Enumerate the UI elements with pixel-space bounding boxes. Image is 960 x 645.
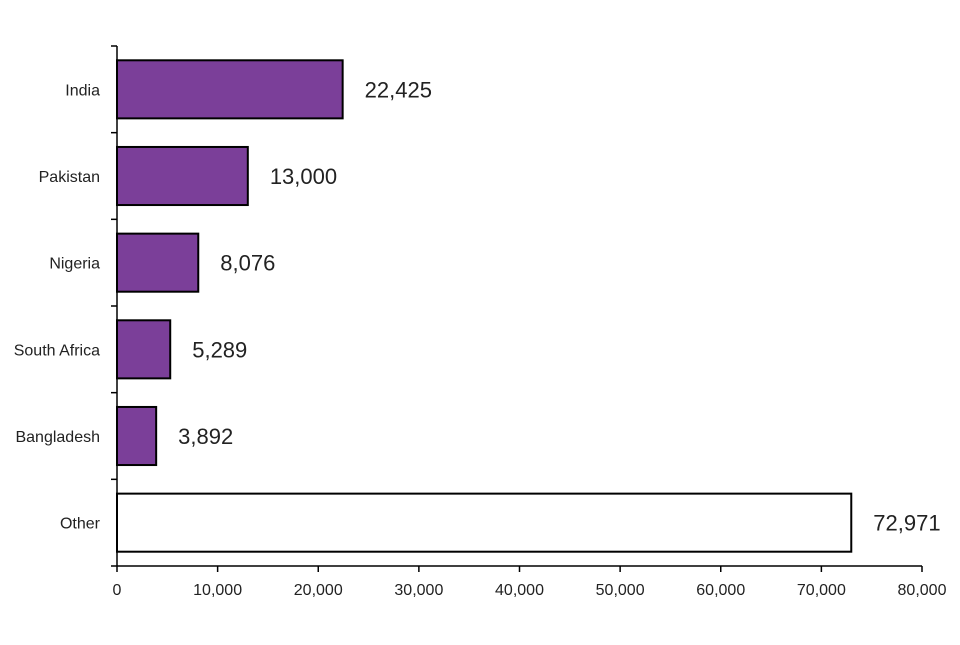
category-label: South Africa — [14, 342, 100, 359]
x-tick-label: 0 — [113, 582, 122, 599]
x-tick-label: 70,000 — [797, 582, 846, 599]
x-tick-label: 60,000 — [696, 582, 745, 599]
x-tick-label: 40,000 — [495, 582, 544, 599]
category-label: Nigeria — [49, 256, 100, 273]
category-label: Other — [60, 516, 101, 533]
bar-south-africa — [116, 319, 172, 380]
bar-bangladesh — [116, 405, 158, 467]
labels-layer: India 22,425 Pakistan 13,000 Nigeria 8,076 Sou… — [14, 77, 947, 599]
bar-pakistan — [116, 145, 249, 207]
data-label: 13,000 — [270, 164, 337, 189]
data-label: 8,076 — [220, 251, 275, 276]
bars-layer — [116, 59, 853, 553]
data-label: 3,892 — [178, 424, 233, 449]
data-label: 72,971 — [873, 511, 940, 536]
data-label: 22,425 — [365, 77, 432, 102]
category-label: India — [65, 82, 100, 99]
category-label: Pakistan — [39, 169, 100, 186]
x-tick-label: 50,000 — [596, 582, 645, 599]
x-tick-label: 80,000 — [898, 582, 947, 599]
bar-india — [116, 59, 344, 120]
x-tick-label: 30,000 — [394, 582, 443, 599]
axes-layer — [111, 45, 923, 572]
x-tick-label: 10,000 — [193, 582, 242, 599]
x-tick-label: 20,000 — [294, 582, 343, 599]
data-label: 5,289 — [192, 337, 247, 362]
bar-nigeria — [116, 232, 200, 293]
category-label: Bangladesh — [15, 429, 100, 446]
bar-other — [116, 492, 853, 553]
